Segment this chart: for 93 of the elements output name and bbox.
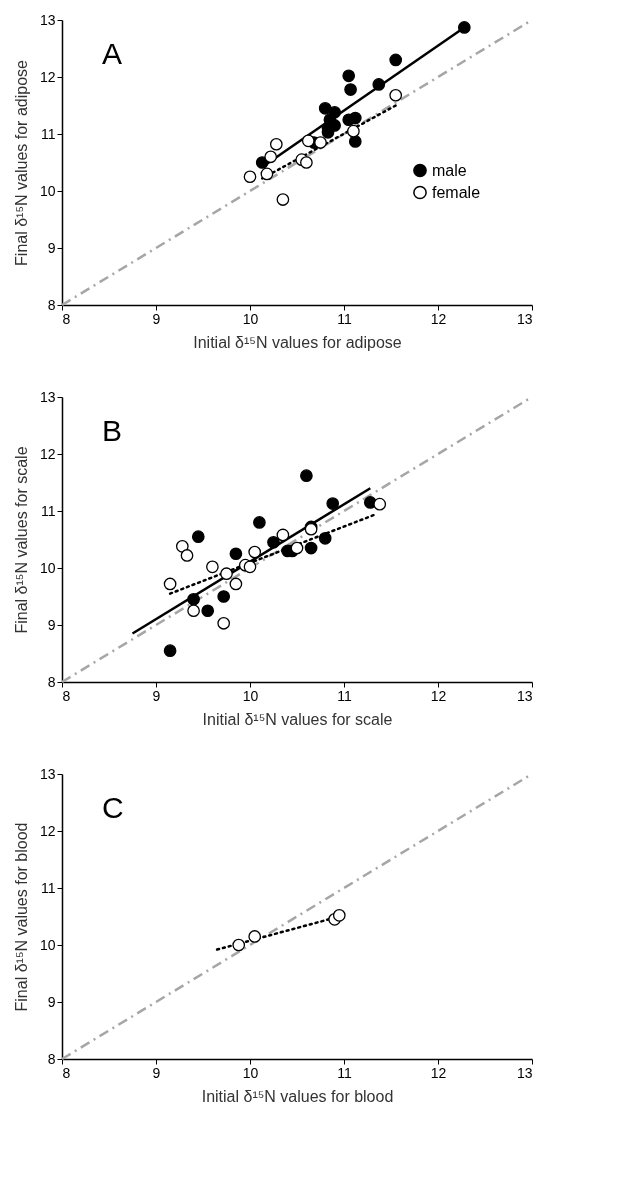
point xyxy=(253,516,266,529)
y-axis-title: Final δ¹⁵N values for blood xyxy=(12,822,30,1012)
point xyxy=(314,136,327,149)
x-tick-label: 9 xyxy=(152,1064,161,1081)
y-tick-label: 8 xyxy=(47,673,56,690)
point xyxy=(276,528,290,542)
y-tick-label: 13 xyxy=(39,765,56,782)
point xyxy=(318,102,332,115)
y-tick-label: 10 xyxy=(39,936,56,953)
x-axis-title: Initial δ¹⁵N values for scale xyxy=(202,710,393,728)
point xyxy=(267,536,280,549)
x-tick-label: 8 xyxy=(62,687,71,704)
point xyxy=(269,137,283,151)
x-tick-label: 12 xyxy=(430,310,447,327)
point xyxy=(163,577,177,591)
y-tick-label: 12 xyxy=(39,445,56,462)
point xyxy=(180,549,194,562)
y-tick-label: 11 xyxy=(40,879,56,896)
point xyxy=(217,616,231,630)
x-tick-label: 13 xyxy=(516,687,533,704)
point xyxy=(243,170,257,184)
point xyxy=(248,545,262,559)
x-tick-label: 12 xyxy=(430,1064,447,1081)
point xyxy=(187,604,200,618)
y-tick-label: 12 xyxy=(39,68,56,85)
point xyxy=(348,111,362,125)
point xyxy=(318,532,332,545)
point xyxy=(248,930,262,943)
x-tick-label: 11 xyxy=(337,687,352,704)
point xyxy=(457,21,471,34)
point xyxy=(332,909,346,922)
point xyxy=(220,567,233,581)
x-axis-title: Initial δ¹⁵N values for adipose xyxy=(193,333,402,351)
x-tick-label: 11 xyxy=(337,310,352,327)
legend-label: male xyxy=(432,161,467,179)
y-axis-title: Final δ¹⁵N values for adipose xyxy=(12,59,30,266)
point xyxy=(229,547,243,561)
point xyxy=(342,69,356,83)
point xyxy=(191,530,205,543)
point xyxy=(389,88,403,102)
y-tick-label: 8 xyxy=(47,296,56,313)
y-axis-title: Final δ¹⁵N values for scale xyxy=(12,446,30,634)
x-tick-label: 10 xyxy=(242,687,259,704)
point xyxy=(344,83,357,96)
point xyxy=(389,53,403,67)
x-tick-label: 9 xyxy=(152,687,161,704)
y-tick-label: 11 xyxy=(40,125,56,142)
point xyxy=(300,469,313,482)
x-tick-label: 12 xyxy=(430,687,447,704)
point xyxy=(206,560,219,574)
x-tick-label: 8 xyxy=(62,1064,71,1081)
x-tick-label: 8 xyxy=(62,310,71,327)
y-tick-label: 9 xyxy=(47,239,56,256)
point xyxy=(290,541,304,555)
annotation: B xyxy=(102,414,123,447)
point xyxy=(300,156,313,169)
annotation: A xyxy=(102,37,123,70)
point xyxy=(301,134,315,148)
x-tick-label: 10 xyxy=(242,1064,259,1081)
point xyxy=(348,135,362,148)
x-tick-label: 13 xyxy=(516,1064,533,1081)
annotation: C xyxy=(102,791,124,824)
y-tick-label: 13 xyxy=(39,388,56,405)
point xyxy=(373,497,387,511)
x-tick-label: 13 xyxy=(516,310,533,327)
point xyxy=(187,593,200,606)
point xyxy=(229,577,243,591)
point xyxy=(243,560,257,574)
point xyxy=(232,938,246,952)
y-tick-label: 12 xyxy=(39,822,56,839)
point xyxy=(372,78,386,91)
x-tick-label: 11 xyxy=(337,1064,352,1081)
x-tick-label: 9 xyxy=(152,310,161,327)
y-tick-label: 13 xyxy=(39,11,56,28)
point xyxy=(276,193,290,206)
point xyxy=(326,497,340,510)
point xyxy=(304,541,318,555)
point xyxy=(217,590,231,603)
point xyxy=(260,167,274,181)
y-tick-label: 10 xyxy=(39,559,56,576)
y-tick-label: 9 xyxy=(47,993,56,1010)
y-tick-label: 11 xyxy=(40,502,56,519)
y-tick-label: 10 xyxy=(39,182,56,199)
point xyxy=(201,604,215,618)
x-axis-title: Initial δ¹⁵N values for blood xyxy=(201,1087,394,1105)
point xyxy=(163,644,177,657)
point xyxy=(264,150,278,164)
y-tick-label: 9 xyxy=(47,616,56,633)
y-tick-label: 8 xyxy=(47,1050,56,1067)
x-tick-label: 10 xyxy=(242,310,259,327)
point xyxy=(255,156,269,169)
legend-label: female xyxy=(432,183,481,201)
point xyxy=(347,124,360,138)
